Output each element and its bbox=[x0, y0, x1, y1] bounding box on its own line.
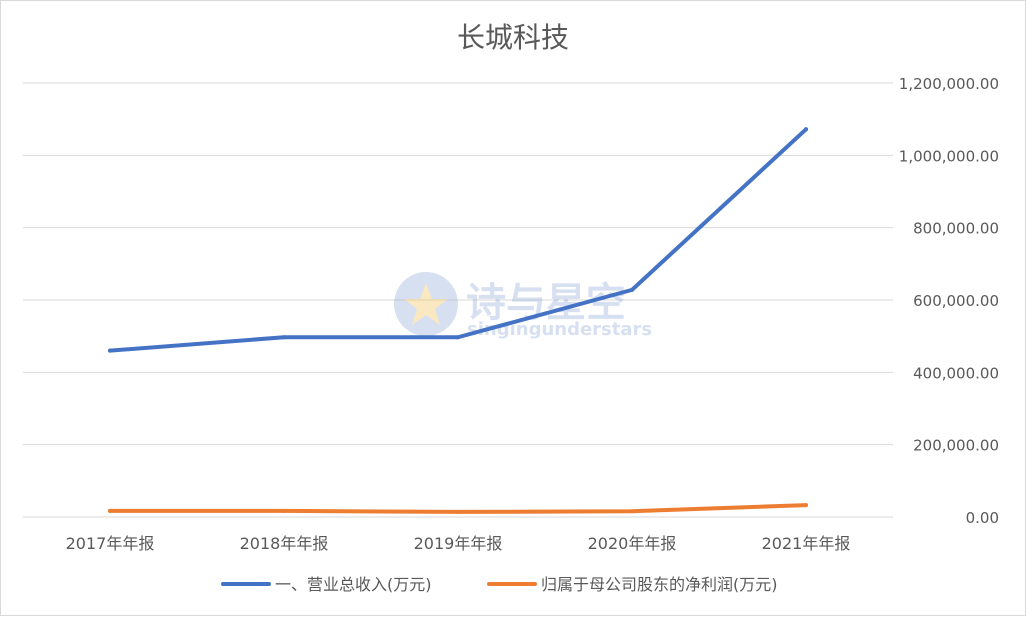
legend: 一、营业总收入(万元) 归属于母公司股东的净利润(万元) bbox=[221, 575, 778, 594]
x-axis-tick-labels: 2017年年报 2018年年报 2019年年报 2020年年报 2021年年报 bbox=[66, 534, 851, 553]
series-1-point bbox=[282, 335, 286, 340]
series-2-point bbox=[282, 508, 286, 513]
x-tick-label: 2020年年报 bbox=[588, 534, 677, 553]
watermark-star-icon bbox=[404, 283, 448, 325]
watermark-logo-icon bbox=[394, 272, 458, 336]
y-tick-label: 0.00 bbox=[966, 509, 999, 527]
grid-lines bbox=[23, 82, 893, 518]
x-tick-label: 2019年年报 bbox=[414, 534, 503, 553]
series-line-1 bbox=[108, 127, 808, 353]
y-tick-label: 400,000.00 bbox=[913, 364, 999, 382]
series-1-point bbox=[456, 335, 460, 340]
x-tick-label: 2017年年报 bbox=[66, 534, 155, 553]
series-2-point bbox=[630, 509, 634, 514]
watermark-subtitle: singingunderstars bbox=[467, 319, 652, 340]
watermark: 诗与星空 singingunderstars bbox=[394, 272, 652, 340]
y-tick-label: 600,000.00 bbox=[913, 292, 999, 310]
y-tick-label: 200,000.00 bbox=[913, 437, 999, 455]
legend-label: 一、营业总收入(万元) bbox=[275, 575, 432, 594]
y-tick-label: 1,200,000.00 bbox=[899, 75, 999, 93]
legend-label: 归属于母公司股东的净利润(万元) bbox=[541, 575, 778, 594]
x-tick-label: 2018年年报 bbox=[240, 534, 329, 553]
chart-title: 长城科技 bbox=[457, 21, 569, 54]
series-1-point bbox=[108, 348, 112, 353]
series-2-point bbox=[108, 508, 112, 513]
x-tick-label: 2021年年报 bbox=[762, 534, 851, 553]
series-lines bbox=[108, 127, 808, 514]
series-2-point bbox=[456, 509, 460, 514]
watermark-title: 诗与星空 bbox=[466, 280, 626, 326]
y-tick-label: 1,000,000.00 bbox=[899, 147, 999, 165]
series-2-point bbox=[804, 503, 808, 508]
series-1-point bbox=[630, 287, 634, 292]
series-1-point bbox=[804, 127, 808, 132]
y-tick-label: 800,000.00 bbox=[913, 220, 999, 238]
y-axis-tick-labels: 0.00 200,000.00 400,000.00 600,000.00 800,00… bbox=[899, 75, 999, 527]
